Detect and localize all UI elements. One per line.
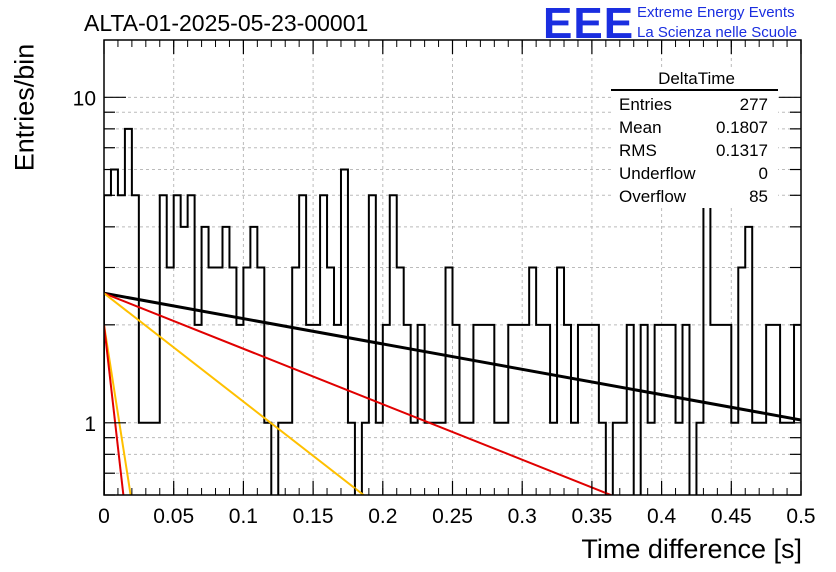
x-tick-label: 0.1 bbox=[229, 505, 258, 528]
x-tick-label: 0.2 bbox=[368, 505, 397, 528]
eee-logo: EEE bbox=[543, 0, 635, 48]
x-tick-label: 0.5 bbox=[786, 505, 815, 528]
stats-value: 0.1317 bbox=[716, 141, 768, 160]
logo-line-2: La Scienza nelle Scuole bbox=[637, 24, 798, 41]
stats-value: 0 bbox=[758, 164, 768, 183]
stats-row-underflow: Underflow 0 bbox=[611, 162, 778, 185]
stats-label: Overflow bbox=[619, 187, 687, 206]
stats-label: Underflow bbox=[619, 164, 696, 183]
x-tick-label: 0.4 bbox=[647, 505, 677, 528]
x-tick-label: 0.3 bbox=[508, 505, 537, 528]
stats-value: 0.1807 bbox=[716, 118, 768, 137]
stats-title: DeltaTime bbox=[611, 68, 778, 91]
stats-label: Entries bbox=[619, 95, 672, 114]
stats-value: 277 bbox=[739, 95, 768, 114]
chart-title: ALTA-01-2025-05-23-00001 bbox=[84, 10, 369, 36]
fit-line-red bbox=[104, 292, 614, 495]
stats-row-overflow: Overflow 85 bbox=[611, 185, 778, 208]
y-axis-label: Entries/bin bbox=[9, 43, 40, 172]
x-tick-label: 0.35 bbox=[571, 505, 612, 528]
histogram bbox=[104, 127, 801, 495]
stats-value: 85 bbox=[749, 187, 768, 206]
stats-label: RMS bbox=[619, 141, 657, 160]
stats-row-rms: RMS 0.1317 bbox=[611, 139, 778, 162]
x-tick-label: 0.45 bbox=[711, 505, 752, 528]
x-axis-label: Time difference [s] bbox=[581, 534, 802, 564]
stats-row-entries: Entries 277 bbox=[611, 93, 778, 116]
stats-row-mean: Mean 0.1807 bbox=[611, 116, 778, 139]
y-tick-label: 1 bbox=[84, 413, 96, 436]
x-tick-label: 0.25 bbox=[432, 505, 473, 528]
x-tick-label: 0 bbox=[98, 505, 110, 528]
y-tick-label: 10 bbox=[73, 87, 96, 110]
x-tick-label: 0.05 bbox=[153, 505, 194, 528]
stats-box: DeltaTime Entries 277 Mean 0.1807 RMS 0.… bbox=[611, 68, 778, 208]
logo-line-1: Extreme Energy Events bbox=[637, 4, 795, 21]
axis-ticks bbox=[103, 40, 802, 496]
x-tick-label: 0.15 bbox=[293, 505, 334, 528]
stats-label: Mean bbox=[619, 118, 662, 137]
fit-line-black bbox=[104, 291, 801, 422]
histogram-outline bbox=[104, 127, 801, 495]
fit-line-yellow bbox=[104, 292, 366, 495]
